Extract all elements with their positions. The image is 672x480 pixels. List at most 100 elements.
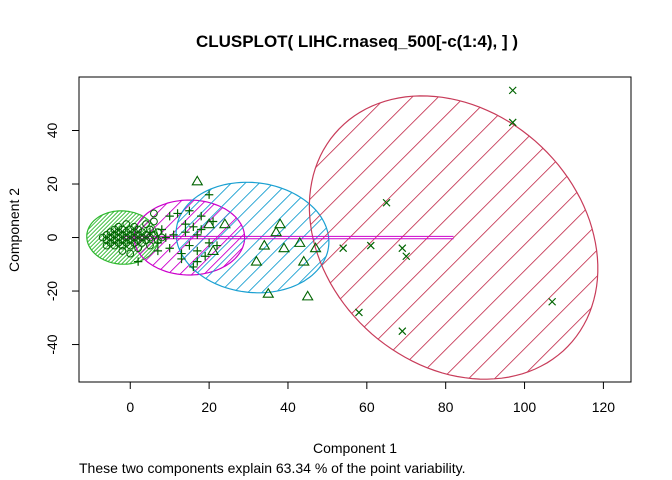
cluster-4-hatch-line — [571, 95, 598, 380]
cluster-2-hatch-line — [142, 200, 219, 275]
data-point-cluster-3 — [274, 218, 287, 229]
data-point-cluster-2 — [193, 246, 202, 256]
data-point-cluster-1 — [122, 238, 131, 247]
data-point-cluster-2 — [181, 219, 190, 229]
data-point-cluster-3 — [293, 236, 306, 247]
cluster-2-hatch-line — [134, 200, 171, 275]
data-point-cluster-1 — [126, 249, 135, 258]
cluster-1-hatch-line — [86, 210, 128, 265]
cluster-1-hatch-line — [86, 210, 108, 265]
cluster-1-hatch-line — [86, 210, 124, 265]
data-point-cluster-1 — [126, 225, 135, 234]
cluster-4-hatch-line — [389, 95, 598, 380]
data-point-cluster-1 — [122, 228, 131, 237]
data-point-cluster-3 — [278, 242, 290, 253]
cluster-4-hatch-line — [309, 95, 492, 380]
data-point-cluster-1 — [118, 241, 127, 250]
data-point-cluster-3 — [207, 244, 220, 255]
x-tick-label: 0 — [126, 399, 134, 415]
cluster-1-hatch-line — [137, 210, 158, 265]
data-point-cluster-1 — [146, 241, 154, 250]
x-tick-label: 40 — [280, 399, 296, 415]
data-point-cluster-1 — [98, 233, 107, 242]
cluster-4-hatch-line — [309, 95, 336, 380]
data-point-cluster-2 — [157, 225, 166, 234]
data-point-cluster-1 — [102, 241, 111, 250]
data-point-cluster-2 — [153, 238, 163, 248]
data-point-cluster-1 — [110, 236, 119, 245]
data-point-cluster-4 — [398, 244, 407, 253]
data-point-cluster-3 — [218, 218, 231, 229]
cluster-4-hatch-line — [467, 95, 598, 380]
data-point-cluster-3 — [309, 242, 322, 253]
data-point-cluster-2 — [161, 233, 170, 242]
cluster-4-hatch-line — [309, 95, 466, 380]
data-point-cluster-1 — [126, 241, 135, 250]
data-points — [98, 86, 557, 336]
data-point-cluster-2 — [173, 209, 182, 218]
data-point-cluster-2 — [165, 211, 174, 221]
y-tick-label: -20 — [44, 281, 60, 301]
data-point-cluster-1 — [126, 230, 135, 239]
cluster-2-hatch-line — [202, 200, 245, 275]
cluster-4-hatch-line — [363, 95, 598, 380]
data-point-cluster-2 — [169, 230, 178, 240]
data-point-cluster-2 — [197, 211, 206, 221]
cluster-4-hatch-line — [493, 95, 598, 380]
cluster-3-hatch-line — [176, 182, 247, 293]
data-point-cluster-1 — [114, 222, 123, 231]
data-point-cluster-1 — [118, 230, 127, 239]
data-point-cluster-1 — [114, 228, 123, 237]
data-point-cluster-1 — [138, 233, 146, 242]
data-point-cluster-2 — [145, 227, 155, 237]
cluster-1-ellipse — [86, 210, 159, 265]
data-point-cluster-3 — [297, 255, 310, 266]
data-point-cluster-1 — [130, 238, 139, 247]
cluster-3-hatch-line — [289, 182, 329, 293]
cluster-4-hatch-line — [309, 95, 388, 380]
x-axis: 0 20 40 60 80 100 120 — [126, 381, 615, 415]
cluster-connectors — [122, 235, 454, 240]
cluster-1-hatch-line — [86, 210, 112, 265]
data-point-cluster-1 — [114, 238, 123, 247]
data-point-cluster-2 — [165, 244, 174, 253]
data-point-cluster-4 — [382, 198, 391, 207]
data-point-cluster-2 — [177, 254, 186, 264]
data-point-cluster-3 — [203, 218, 216, 229]
data-point-cluster-2 — [185, 206, 194, 215]
data-point-cluster-4 — [398, 327, 407, 336]
y-tick-label: 0 — [44, 233, 60, 241]
data-point-cluster-1 — [134, 236, 143, 245]
cluster-3-hatch-line — [275, 182, 329, 293]
data-point-cluster-2 — [200, 252, 210, 261]
data-point-cluster-1 — [134, 225, 143, 234]
data-point-cluster-2 — [193, 257, 202, 266]
cluster-2-hatch-line — [154, 200, 231, 275]
variability-footnote: These two components explain 63.34 % of … — [79, 460, 466, 476]
data-point-cluster-1 — [114, 233, 123, 242]
data-point-cluster-1 — [102, 236, 111, 245]
data-point-cluster-4 — [355, 308, 363, 317]
data-point-cluster-4 — [339, 244, 348, 253]
data-point-cluster-3 — [270, 226, 283, 237]
x-axis-label: Component 1 — [313, 440, 397, 456]
x-tick-label: 60 — [359, 399, 375, 415]
y-axis: -40 -20 0 20 40 — [44, 123, 80, 355]
data-point-cluster-1 — [122, 233, 131, 242]
cluster-3-hatch-line — [247, 182, 329, 293]
cluster-4-hatch-line — [309, 95, 544, 380]
data-point-cluster-4 — [548, 297, 557, 306]
data-point-cluster-1 — [106, 228, 115, 237]
cluster-2-hatch-line — [190, 200, 245, 275]
data-point-cluster-4 — [508, 86, 517, 95]
cluster-3-hatch-line — [261, 182, 329, 293]
data-point-cluster-3 — [262, 287, 275, 298]
cluster-3-hatch-line — [233, 182, 329, 293]
cluster-3-hatch-line — [332, 182, 443, 293]
data-point-cluster-2 — [204, 238, 214, 248]
cluster-4-hatch-line — [519, 95, 598, 380]
data-point-cluster-3 — [191, 175, 204, 186]
data-point-cluster-2 — [153, 246, 163, 256]
y-tick-label: -40 — [44, 334, 60, 354]
data-point-cluster-2 — [197, 225, 206, 234]
